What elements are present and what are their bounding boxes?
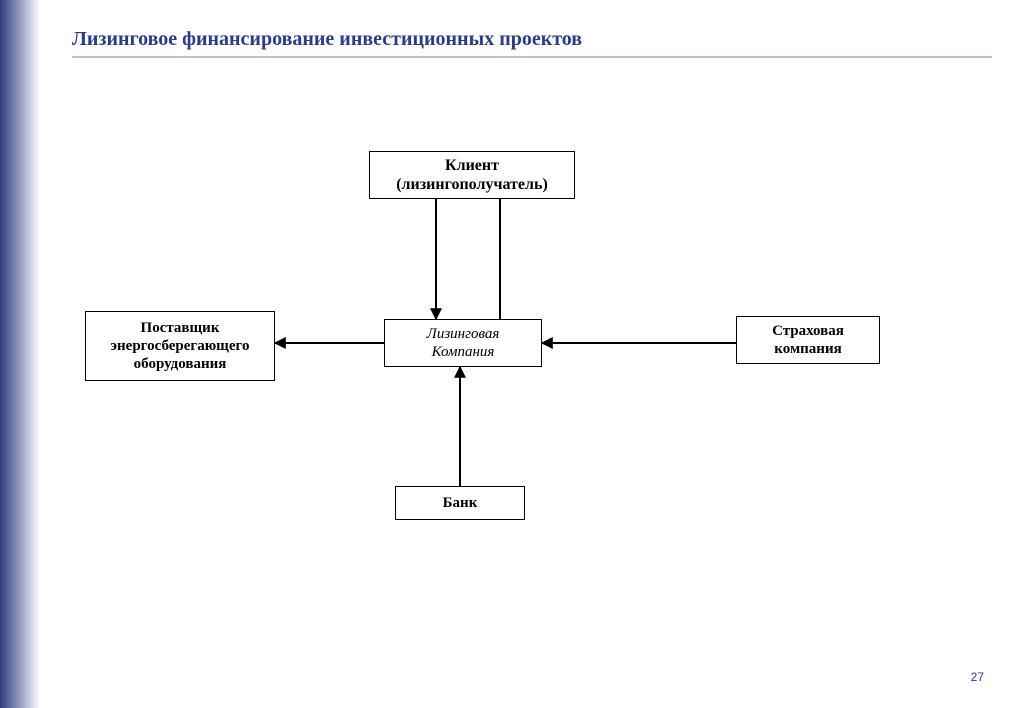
node-label-supplier: Поставщик энергосберегающего оборудовани… (111, 319, 250, 373)
slide-title: Лизинговое финансирование инвестиционных… (72, 28, 582, 51)
node-insurance: Страховая компания (736, 316, 880, 364)
left-gradient (0, 0, 40, 708)
node-leasing: Лизинговая Компания (384, 319, 542, 367)
node-client: Клиент (лизингополучатель) (369, 151, 575, 199)
node-label-insurance: Страховая компания (772, 322, 844, 358)
node-supplier: Поставщик энергосберегающего оборудовани… (85, 311, 275, 381)
node-label-bank: Банк (443, 494, 478, 512)
node-bank: Банк (395, 486, 525, 520)
page-number: 27 (971, 670, 984, 684)
node-label-leasing: Лизинговая Компания (427, 325, 500, 361)
title-underline (72, 56, 992, 58)
node-label-client: Клиент (лизингополучатель) (396, 156, 548, 194)
